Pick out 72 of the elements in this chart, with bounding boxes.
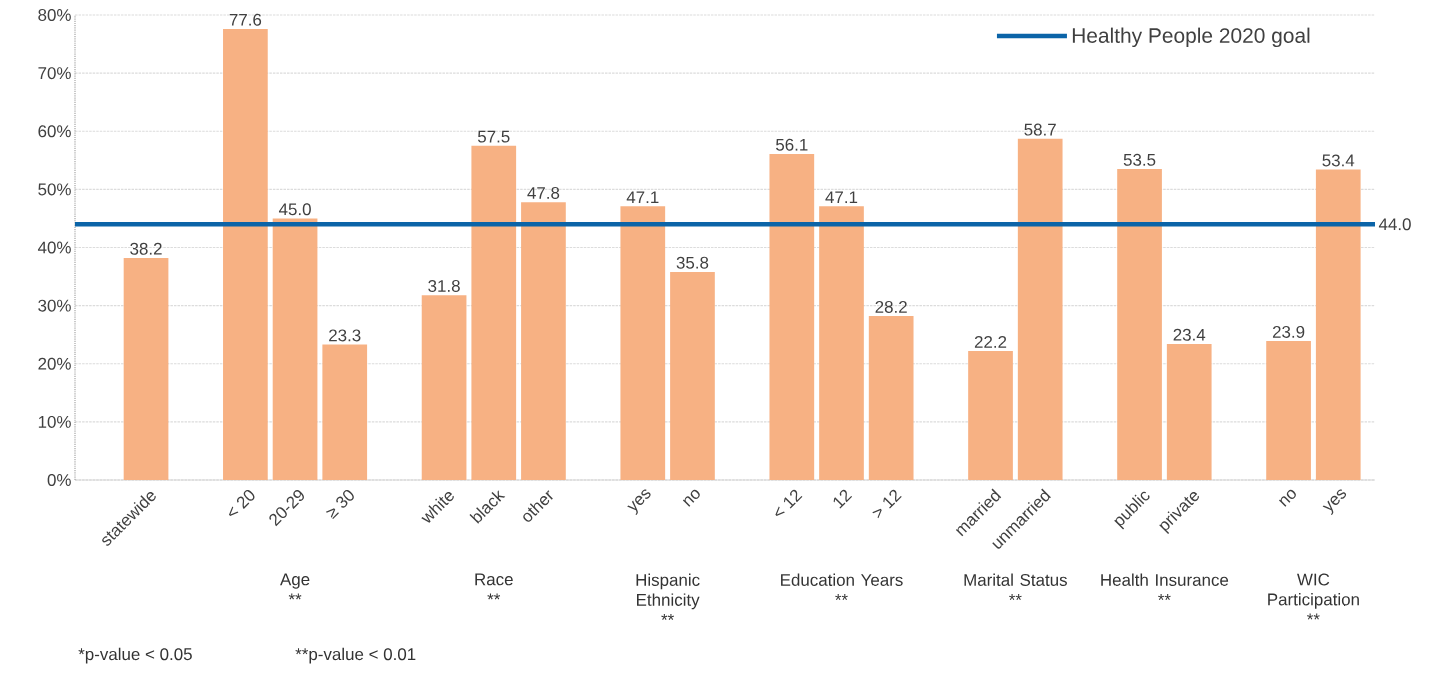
bar: [819, 206, 864, 480]
data-label: 47.1: [626, 191, 659, 204]
bar: [769, 153, 815, 480]
x-tick-label: yes: [627, 489, 651, 515]
text: *p-value < 0.05: [78, 647, 192, 664]
bar: [471, 145, 517, 480]
data-label: 53.5: [1123, 153, 1156, 166]
text: **: [661, 613, 674, 620]
bar: [868, 316, 914, 480]
bar: [223, 28, 268, 480]
bar: [123, 257, 169, 480]
bar: [1266, 341, 1311, 480]
data-label: 28.2: [875, 300, 907, 313]
x-tick-label: no: [1278, 489, 1296, 507]
y-tick-label: 20%: [38, 357, 71, 370]
x-tick-label: no: [682, 489, 700, 507]
text: Race: [475, 573, 513, 586]
y-tick-label: 60%: [38, 125, 71, 138]
y-tick-label: 70%: [38, 67, 71, 80]
bar: [521, 202, 566, 480]
data-label: 31.8: [428, 279, 460, 292]
bar: [968, 350, 1013, 480]
y-tick-label: 10%: [38, 415, 71, 428]
text: WIC Participation: [1268, 573, 1359, 609]
x-tick-label: > 12: [872, 489, 902, 519]
text: 44.0: [1378, 218, 1411, 231]
text: Education Years: [781, 573, 903, 586]
x-tick-label: < 20: [228, 489, 255, 516]
x-tick-label: < 12: [775, 489, 803, 516]
data-label: 56.1: [776, 138, 808, 151]
text: **: [487, 593, 501, 600]
y-tick-label: 0%: [47, 474, 71, 486]
text: **p-value < 0.01: [295, 647, 416, 664]
text: **: [1307, 613, 1320, 620]
bar: [620, 206, 666, 480]
bar: [670, 271, 715, 480]
data-label: 77.6: [229, 13, 262, 26]
bar: [1017, 138, 1063, 480]
text: **: [1158, 594, 1171, 601]
x-tick-label: 12: [833, 489, 853, 509]
data-label: 35.8: [676, 256, 709, 269]
bar: [1117, 169, 1162, 480]
bar: [1166, 343, 1212, 480]
text: Age: [280, 573, 310, 589]
text: **: [1009, 594, 1022, 601]
y-tick-label: 80%: [38, 9, 71, 21]
data-label: 45.0: [278, 203, 311, 216]
legend-label: Healthy People 2020 goal: [1072, 27, 1310, 48]
y-tick-label: 30%: [38, 299, 71, 312]
data-label: 23.3: [329, 329, 361, 342]
data-label: 47.1: [825, 191, 858, 204]
bar: [322, 344, 368, 480]
x-tick-label: yes: [1322, 489, 1347, 515]
bar: [421, 295, 467, 480]
data-label: 23.4: [1173, 328, 1206, 341]
text: Health Insurance: [1101, 573, 1229, 586]
data-label: 58.7: [1024, 123, 1056, 136]
x-tick-label: ≥ 30: [325, 489, 354, 520]
data-label: 22.2: [974, 335, 1007, 348]
data-label: 57.5: [477, 130, 510, 143]
text: **: [835, 594, 848, 601]
data-label: 47.8: [527, 186, 560, 199]
data-label: 23.9: [1272, 325, 1305, 338]
bar: [272, 218, 318, 480]
data-label: 53.4: [1322, 154, 1355, 167]
text: Marital Status: [964, 573, 1067, 586]
text: **: [288, 593, 302, 600]
bar: [1315, 169, 1361, 480]
data-label: 38.2: [130, 242, 162, 255]
y-tick-label: 50%: [38, 183, 71, 196]
text: Hispanic Ethnicity: [636, 573, 700, 610]
y-tick-label: 40%: [37, 241, 71, 254]
